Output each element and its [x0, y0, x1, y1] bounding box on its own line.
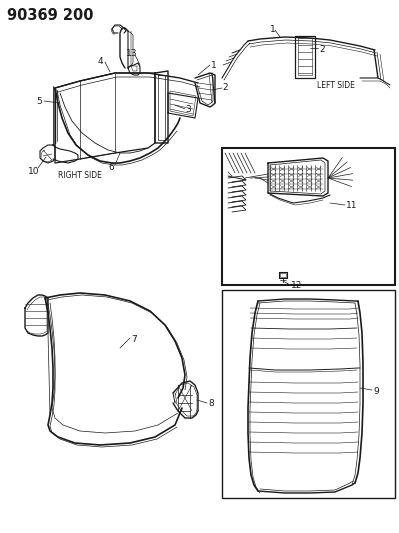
Text: 13: 13: [126, 50, 138, 59]
Text: RIGHT SIDE: RIGHT SIDE: [58, 171, 102, 180]
Text: 7: 7: [131, 335, 137, 343]
Text: 2: 2: [319, 44, 325, 53]
Text: 10: 10: [28, 166, 40, 175]
Text: 8: 8: [208, 400, 214, 408]
Text: LEFT SIDE: LEFT SIDE: [317, 80, 355, 90]
Text: 5: 5: [36, 96, 42, 106]
Text: 2: 2: [222, 84, 227, 93]
Text: 3: 3: [185, 106, 191, 115]
Text: 90369 200: 90369 200: [7, 7, 93, 22]
Bar: [222, 290, 395, 498]
Bar: [222, 148, 395, 285]
Text: 11: 11: [346, 201, 358, 211]
Text: 1: 1: [211, 61, 217, 69]
Text: 6: 6: [108, 164, 114, 173]
Text: 9: 9: [373, 386, 379, 395]
Text: 1: 1: [270, 25, 276, 34]
Text: 4: 4: [98, 56, 104, 66]
Text: 12: 12: [291, 281, 302, 290]
